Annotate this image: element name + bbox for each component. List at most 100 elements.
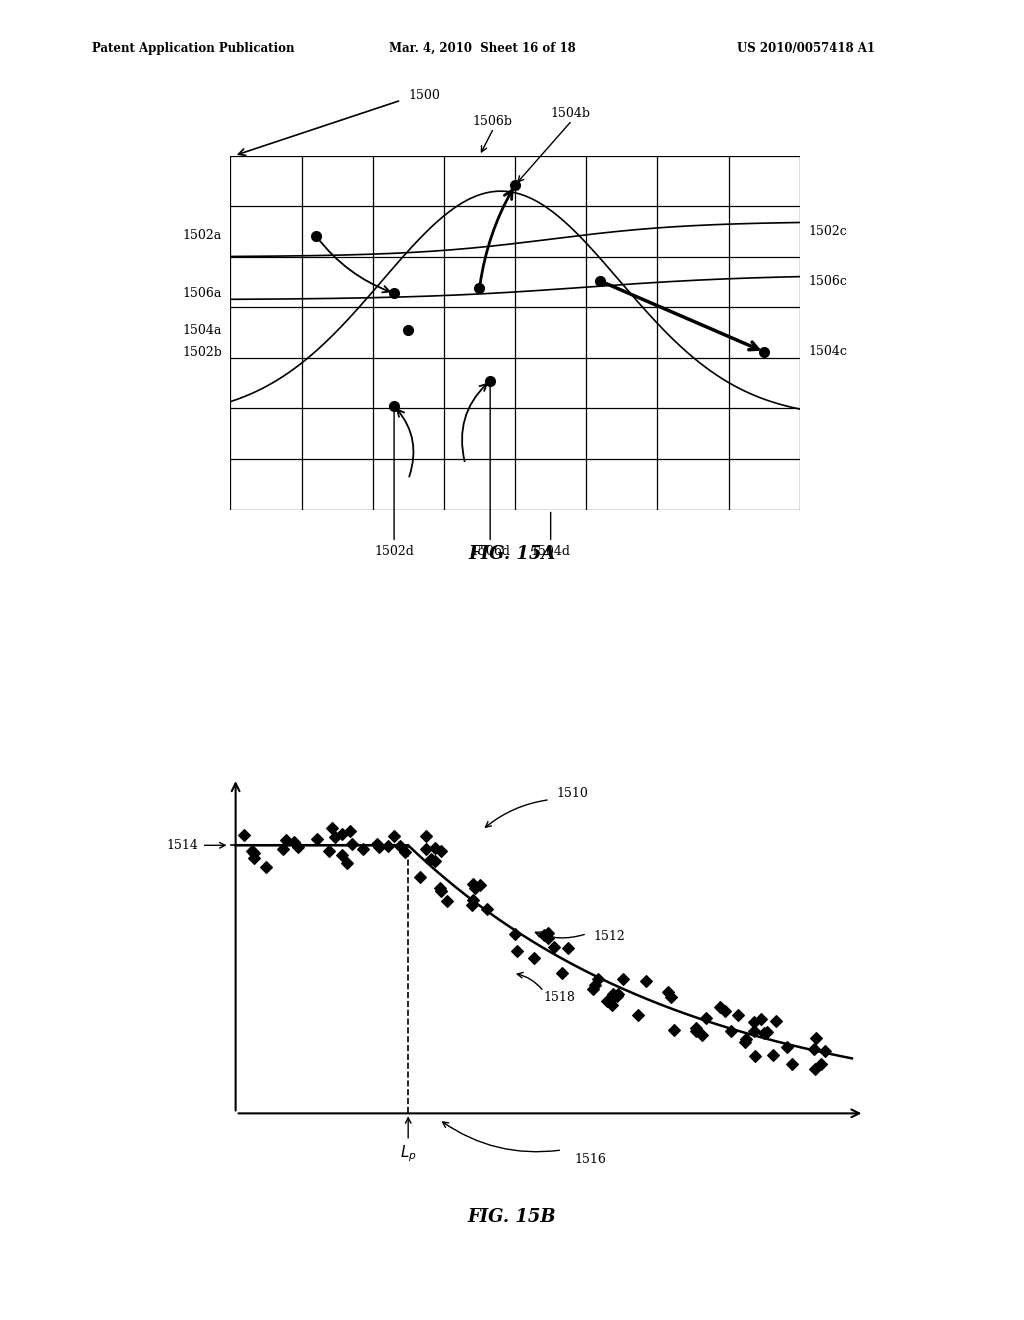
Point — [432, 841, 449, 862]
Point — [471, 874, 487, 895]
Point — [540, 923, 556, 944]
Point — [687, 1018, 703, 1039]
Point — [465, 874, 481, 895]
Point — [246, 847, 262, 869]
Point — [807, 1059, 823, 1080]
Point — [244, 841, 260, 862]
Point — [816, 1041, 833, 1063]
Point — [610, 983, 627, 1005]
Point — [546, 937, 562, 958]
Point — [526, 948, 543, 969]
Point — [666, 1019, 682, 1040]
Point — [369, 834, 385, 855]
Point — [507, 923, 523, 944]
Point — [536, 925, 552, 946]
Text: 1506b: 1506b — [472, 115, 512, 128]
Text: $L_p$: $L_p$ — [399, 1144, 417, 1164]
Point — [730, 1005, 746, 1026]
Text: 1504b: 1504b — [551, 107, 591, 120]
Point — [354, 838, 371, 859]
Point — [385, 826, 401, 847]
Point — [391, 836, 408, 857]
Point — [433, 880, 450, 902]
Point — [380, 836, 396, 857]
Text: Mar. 4, 2010  Sheet 16 of 18: Mar. 4, 2010 Sheet 16 of 18 — [389, 42, 575, 55]
Point — [605, 986, 622, 1007]
Point — [779, 1036, 796, 1057]
Point — [413, 866, 429, 887]
Point — [418, 825, 434, 846]
Text: 1516: 1516 — [574, 1152, 606, 1166]
Point — [598, 990, 614, 1011]
Point — [286, 832, 302, 853]
Point — [509, 941, 525, 962]
Point — [663, 986, 679, 1007]
Point — [587, 975, 603, 997]
Point — [426, 850, 442, 871]
Point — [813, 1053, 829, 1074]
Point — [608, 985, 625, 1006]
Point — [309, 828, 326, 849]
Text: 1506c: 1506c — [808, 275, 847, 288]
Point — [753, 1008, 769, 1030]
Point — [290, 837, 306, 858]
Point — [465, 890, 481, 911]
Point — [279, 829, 295, 850]
Point — [748, 1045, 764, 1067]
Point — [808, 1028, 824, 1049]
Point — [467, 876, 483, 898]
Text: 1514: 1514 — [167, 838, 199, 851]
Text: 1504d: 1504d — [530, 545, 570, 558]
Point — [745, 1011, 762, 1032]
Point — [759, 1022, 775, 1043]
Point — [767, 1010, 783, 1031]
Point — [258, 855, 274, 876]
Point — [554, 962, 570, 983]
Point — [274, 838, 291, 859]
Text: 1504c: 1504c — [808, 346, 847, 358]
Point — [694, 1024, 711, 1045]
Point — [806, 1039, 822, 1060]
Point — [334, 845, 350, 866]
Point — [321, 841, 337, 862]
Point — [585, 978, 601, 999]
Point — [605, 983, 622, 1005]
Text: 1512: 1512 — [593, 931, 625, 944]
Point — [737, 1028, 754, 1049]
Point — [342, 820, 358, 841]
Text: 1510: 1510 — [556, 787, 588, 800]
Point — [371, 837, 387, 858]
Point — [418, 838, 434, 859]
Point — [756, 1023, 772, 1044]
Text: 1502c: 1502c — [808, 226, 847, 238]
Point — [697, 1007, 714, 1028]
Point — [712, 997, 728, 1018]
Point — [327, 826, 343, 847]
Point — [432, 878, 449, 899]
Point — [324, 817, 340, 838]
Point — [540, 928, 556, 949]
Text: 1506d: 1506d — [470, 545, 510, 558]
Text: 1518: 1518 — [544, 991, 575, 1005]
Point — [479, 899, 496, 920]
Text: FIG. 15A: FIG. 15A — [468, 545, 556, 564]
Point — [638, 970, 654, 991]
Point — [438, 890, 455, 911]
Text: 1502b: 1502b — [182, 346, 222, 359]
Point — [236, 825, 252, 846]
Text: US 2010/0057418 A1: US 2010/0057418 A1 — [737, 42, 876, 55]
Point — [590, 969, 606, 990]
Point — [463, 895, 479, 916]
Point — [396, 841, 413, 862]
Point — [659, 981, 676, 1002]
Point — [783, 1053, 800, 1074]
Point — [334, 824, 350, 845]
Point — [736, 1031, 753, 1052]
Text: 1502a: 1502a — [182, 230, 222, 242]
Point — [687, 1020, 703, 1041]
Point — [745, 1020, 762, 1041]
Point — [423, 849, 439, 870]
Text: 1502d: 1502d — [374, 545, 414, 558]
Text: Patent Application Publication: Patent Application Publication — [92, 42, 295, 55]
Point — [765, 1044, 781, 1065]
